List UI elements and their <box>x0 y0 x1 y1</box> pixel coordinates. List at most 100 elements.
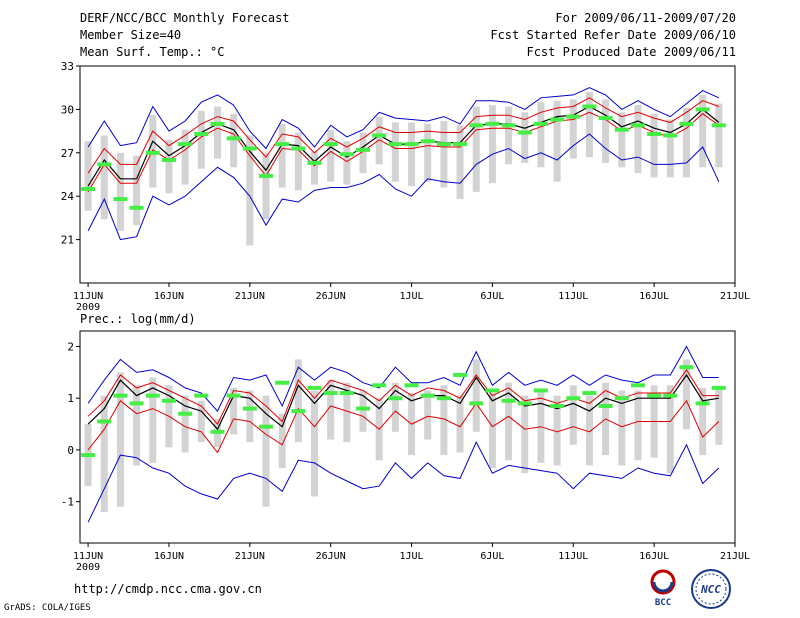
prec-deterministic-marker <box>178 411 193 416</box>
temp-ensemble-bar <box>408 122 416 187</box>
prec-panel: Prec.: log(mm/d) -1 0 1 2 11JUN 16JUN 21JUN 26JU… <box>61 312 750 573</box>
temp-deterministic-marker <box>469 123 484 128</box>
temp-deterministic-marker <box>695 107 710 112</box>
temp-ensemble-bar <box>165 139 173 194</box>
temp-ensemble-bar <box>488 105 496 184</box>
temp-x-tick-label: 16JUL <box>639 291 669 302</box>
temp-ensemble-mean-line <box>87 105 720 187</box>
prec-ensemble-bar <box>359 390 367 432</box>
prec-panel-title: Prec.: log(mm/d) <box>80 312 196 326</box>
temp-deterministic-marker <box>711 123 726 128</box>
temp-ensemble-bar <box>424 123 432 182</box>
prec-red-upper-line <box>87 368 719 425</box>
temp-ensemble-bar <box>699 94 707 168</box>
prec-deterministic-marker <box>420 393 435 398</box>
temp-x-tick-label: 1JUL <box>399 291 423 302</box>
temp-deterministic-marker <box>210 121 225 126</box>
temp-red-lower-line <box>87 111 720 193</box>
prec-deterministic-marker <box>469 401 484 406</box>
temp-deterministic-marker <box>663 133 678 138</box>
prec-ensemble-bar <box>327 380 335 440</box>
prec-ensemble-bar <box>133 385 141 466</box>
temp-ensemble-bar <box>230 113 238 168</box>
temp-deterministic-marker <box>388 142 403 147</box>
temp-deterministic-marker <box>679 121 694 126</box>
temp-deterministic-marker <box>339 152 354 157</box>
prec-blue-upper-line <box>87 345 719 412</box>
temp-ensemble-bar <box>521 112 529 163</box>
prec-ensemble-bar <box>424 390 432 440</box>
bcc-logo-text: BCC <box>655 598 671 608</box>
temp-ensemble-bar <box>197 110 205 169</box>
prec-ensemble-bar <box>618 390 626 466</box>
temp-y-tick-label: 33 <box>61 60 74 73</box>
temp-variable-label: Mean Surf. Temp.: °C <box>80 45 225 59</box>
temp-x-tick-label: 6JUL <box>480 291 504 302</box>
fcst-produced-date: Fcst Produced Date 2009/06/11 <box>526 45 736 59</box>
temp-deterministic-marker <box>582 104 597 109</box>
prec-x-tick-label: 11JUL <box>558 551 588 562</box>
prec-ensemble-bar <box>456 395 464 453</box>
temp-ensemble-bar <box>585 92 593 158</box>
temp-x-tick-label: 16JUN <box>154 291 184 302</box>
temp-x-tick-label: 11JUL <box>558 291 588 302</box>
temp-blue-upper-line <box>87 87 720 150</box>
prec-deterministic-marker <box>550 403 565 408</box>
prec-ensemble-bar <box>391 382 399 432</box>
temp-ensemble-bar <box>262 152 270 220</box>
temp-deterministic-marker <box>291 146 306 151</box>
temp-deterministic-marker <box>420 139 435 144</box>
bcc-logo: BCC <box>650 569 676 608</box>
prec-deterministic-marker <box>145 393 160 398</box>
temp-blue-lower-line <box>87 133 720 241</box>
temp-deterministic-marker <box>129 205 144 210</box>
temp-deterministic-marker <box>356 147 371 152</box>
prec-ensemble-bar <box>488 393 496 469</box>
prec-deterministic-marker <box>226 393 241 398</box>
prec-ensemble-bar <box>278 413 286 469</box>
prec-ensemble-bar <box>100 395 108 512</box>
prec-deterministic-marker <box>356 406 371 411</box>
grads-credit: GrADS: COLA/IGES <box>4 603 91 613</box>
prec-ensemble-mean-line <box>87 373 719 431</box>
temp-x-tick-label: 21JUL <box>720 291 750 302</box>
ncc-logo-text: NCC <box>700 583 721 596</box>
temp-deterministic-marker <box>145 150 160 155</box>
temp-ensemble-bar <box>246 135 254 246</box>
prec-y-tick-label: 2 <box>67 341 74 354</box>
prec-blue-lower-line <box>87 441 720 523</box>
prec-deterministic-marker <box>113 393 128 398</box>
prec-ensemble-bar <box>682 359 690 430</box>
temp-deterministic-marker <box>161 158 176 163</box>
temp-ensemble-bar <box>456 125 464 200</box>
prec-x-tick-label: 21JUN <box>235 551 265 562</box>
temp-deterministic-marker <box>258 173 273 178</box>
prec-y-tick-label: -1 <box>61 496 74 509</box>
temp-deterministic-marker <box>323 142 338 147</box>
prec-frame <box>79 330 736 544</box>
ncc-logo: NCC <box>691 569 731 609</box>
prec-x-tick-label: 21JUL <box>720 551 750 562</box>
temp-ensemble-bar <box>666 119 674 178</box>
temp-ensemble-bar <box>569 99 577 159</box>
temp-ensemble-bar <box>116 152 124 231</box>
prec-deterministic-marker <box>372 383 387 388</box>
prec-deterministic-marker <box>275 380 290 385</box>
temp-deterministic-marker <box>81 186 96 191</box>
prec-x-tick-label: 11JUN <box>73 551 103 562</box>
prec-ensemble-bar <box>569 385 577 445</box>
temp-year-label: 2009 <box>76 302 100 313</box>
prec-x-tick-label: 16JUL <box>639 551 669 562</box>
source-url[interactable]: http://cmdp.ncc.cma.gov.cn <box>74 582 262 596</box>
temp-deterministic-marker <box>404 142 419 147</box>
prec-deterministic-marker <box>582 391 597 396</box>
temp-deterministic-marker <box>275 142 290 147</box>
prec-ensemble-bar <box>230 387 238 435</box>
prec-ensemble-bar <box>116 372 124 507</box>
temp-ensemble-bar <box>278 123 286 188</box>
temp-ensemble-bar <box>440 120 448 188</box>
prec-ensemble-bar <box>311 390 319 497</box>
temp-deterministic-marker <box>647 131 662 136</box>
temp-panel: 21 24 27 30 33 11JUN 16JUN 21JUN 26JUN 1JUL 6JUL 11… <box>61 60 750 313</box>
prec-ensemble-bar <box>472 359 480 432</box>
